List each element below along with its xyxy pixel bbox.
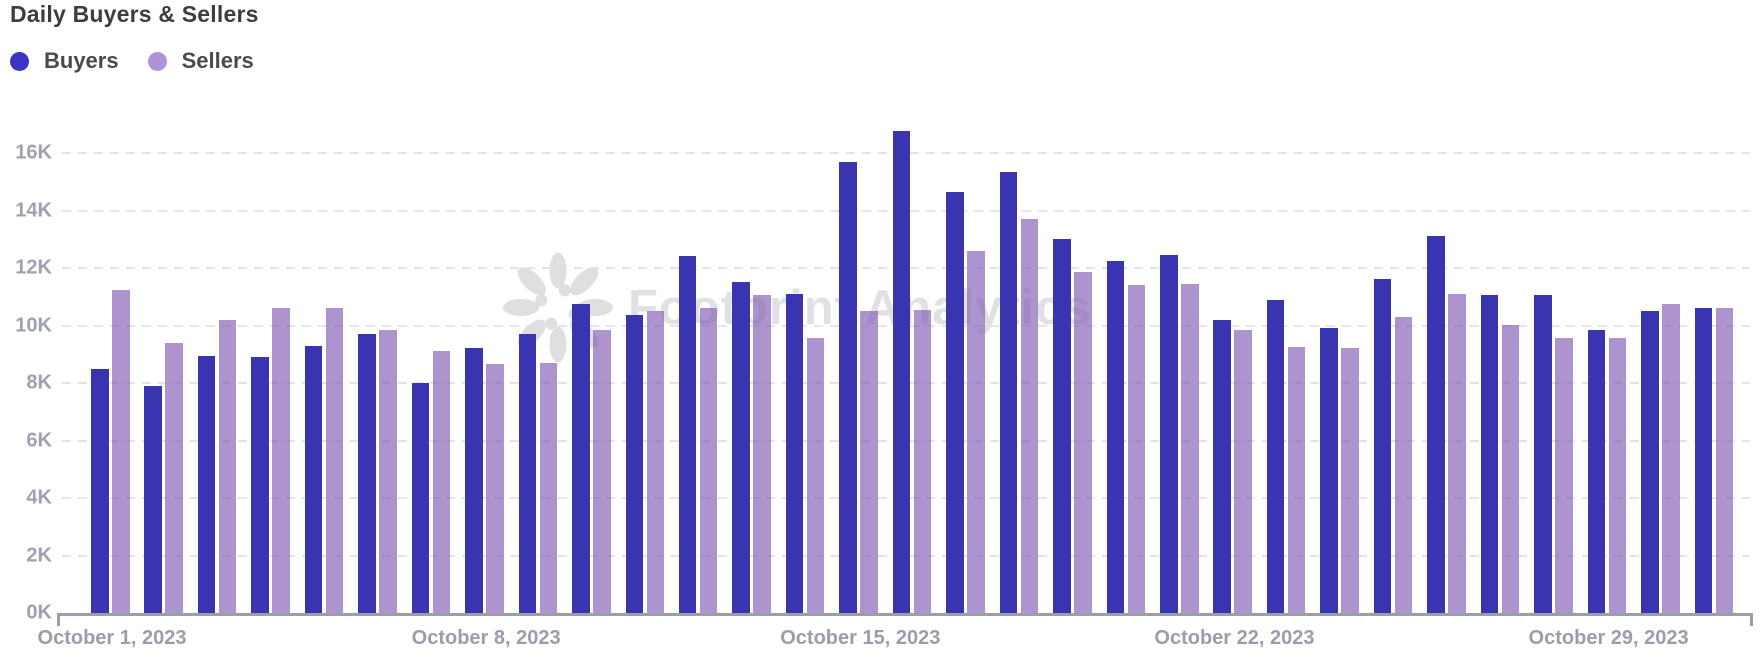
buyers-bar[interactable]	[1694, 308, 1712, 613]
y-axis-tick-label: 0K	[26, 601, 52, 624]
x-axis-tick-label: October 22, 2023	[1154, 627, 1315, 649]
sellers-bar[interactable]	[593, 330, 611, 613]
sellers-bar[interactable]	[325, 308, 344, 613]
buyers-bar[interactable]	[1213, 320, 1231, 613]
buyers-bar[interactable]	[1160, 255, 1178, 613]
sellers-bar[interactable]	[272, 308, 290, 613]
buyers-legend-dot-icon	[10, 51, 29, 71]
buyers-bar[interactable]	[1320, 328, 1338, 613]
buyers-bar[interactable]	[518, 334, 537, 613]
sellers-bar[interactable]	[432, 351, 451, 613]
buyers-bar[interactable]	[892, 131, 911, 613]
sellers-bar[interactable]	[1127, 285, 1146, 613]
buyers-bar[interactable]	[197, 356, 216, 613]
sellers-bar[interactable]	[1181, 284, 1199, 613]
buyers-bar[interactable]	[1373, 279, 1392, 613]
x-axis-tick-label: October 29, 2023	[1528, 627, 1689, 649]
buyers-bar[interactable]	[1053, 239, 1071, 613]
sellers-bar[interactable]	[112, 290, 130, 613]
buyers-bar[interactable]	[465, 348, 483, 613]
sellers-bar[interactable]	[1074, 272, 1092, 613]
buyers-bar[interactable]	[678, 256, 697, 613]
legend-item-sellers[interactable]: Sellers	[147, 48, 254, 74]
x-axis-line	[57, 613, 1753, 616]
sellers-bar[interactable]	[165, 343, 183, 613]
buyers-bar[interactable]	[251, 357, 269, 613]
sellers-bar[interactable]	[967, 251, 985, 613]
buyers-bar[interactable]	[1534, 295, 1552, 613]
buyers-bar[interactable]	[946, 192, 964, 613]
y-axis-tick-label: 8K	[26, 371, 52, 394]
sellers-legend-dot-icon	[147, 51, 167, 71]
sellers-bar[interactable]	[486, 364, 504, 613]
buyers-bar[interactable]	[304, 346, 323, 613]
sellers-bar[interactable]	[1341, 348, 1359, 613]
sellers-bar[interactable]	[1394, 317, 1413, 613]
sellers-bar[interactable]	[1501, 325, 1520, 613]
y-axis-tick-label: 6K	[26, 429, 52, 451]
sellers-bar[interactable]	[379, 330, 397, 613]
x-axis-tick-label: October 1, 2023	[37, 627, 187, 649]
buyers-bar[interactable]	[1106, 261, 1125, 613]
y-axis-tick-label: 16K	[15, 141, 52, 164]
x-axis-tick-label: October 15, 2023	[780, 627, 941, 649]
legend: Buyers Sellers	[10, 48, 254, 74]
buyers-bar[interactable]	[1480, 295, 1499, 613]
sellers-bar[interactable]	[1608, 338, 1627, 613]
legend-label-buyers: Buyers	[44, 48, 119, 73]
sellers-bar[interactable]	[699, 308, 718, 613]
buyers-bar[interactable]	[91, 369, 109, 613]
sellers-bar[interactable]	[1234, 330, 1252, 613]
sellers-bar[interactable]	[1287, 347, 1306, 613]
buyers-bar[interactable]	[999, 172, 1018, 613]
buyers-bar[interactable]	[1587, 330, 1606, 613]
x-axis-end-tick-left	[57, 613, 60, 626]
buyers-bar[interactable]	[572, 304, 590, 613]
buyers-bar[interactable]	[411, 383, 430, 613]
buyers-bar[interactable]	[144, 386, 162, 613]
sellers-bar[interactable]	[913, 310, 932, 613]
sellers-bar[interactable]	[753, 295, 771, 613]
buyers-bar[interactable]	[785, 294, 804, 613]
sellers-bar[interactable]	[1020, 219, 1039, 613]
buyers-bar[interactable]	[1266, 300, 1285, 613]
sellers-bar[interactable]	[646, 311, 664, 613]
buyers-bar[interactable]	[1641, 311, 1659, 613]
x-axis-end-tick-right	[1750, 613, 1753, 626]
buyers-bar[interactable]	[1427, 236, 1445, 613]
legend-label-sellers: Sellers	[181, 48, 254, 73]
y-axis-tick-label: 4K	[26, 486, 52, 509]
y-axis-tick-label: 10K	[15, 314, 52, 336]
sellers-bar[interactable]	[806, 338, 825, 613]
y-axis-tick-label: 12K	[15, 256, 52, 279]
sellers-bar[interactable]	[1448, 294, 1466, 613]
sellers-bar[interactable]	[1555, 338, 1573, 613]
y-axis-tick-label: 2K	[26, 544, 52, 566]
sellers-bar[interactable]	[218, 320, 237, 613]
sellers-bar[interactable]	[1662, 304, 1680, 613]
buyers-bar[interactable]	[732, 282, 750, 613]
y-axis-tick-label: 14K	[15, 199, 52, 221]
buyers-bar[interactable]	[358, 334, 376, 613]
chart-title: Daily Buyers & Sellers	[10, 1, 259, 27]
buyers-bar[interactable]	[839, 162, 857, 613]
sellers-bar[interactable]	[1715, 308, 1733, 613]
buyers-bar[interactable]	[625, 315, 643, 613]
legend-item-buyers[interactable]: Buyers	[10, 48, 119, 74]
x-axis-tick-label: October 8, 2023	[411, 627, 561, 649]
sellers-bar[interactable]	[860, 311, 878, 613]
sellers-bar[interactable]	[539, 363, 558, 613]
